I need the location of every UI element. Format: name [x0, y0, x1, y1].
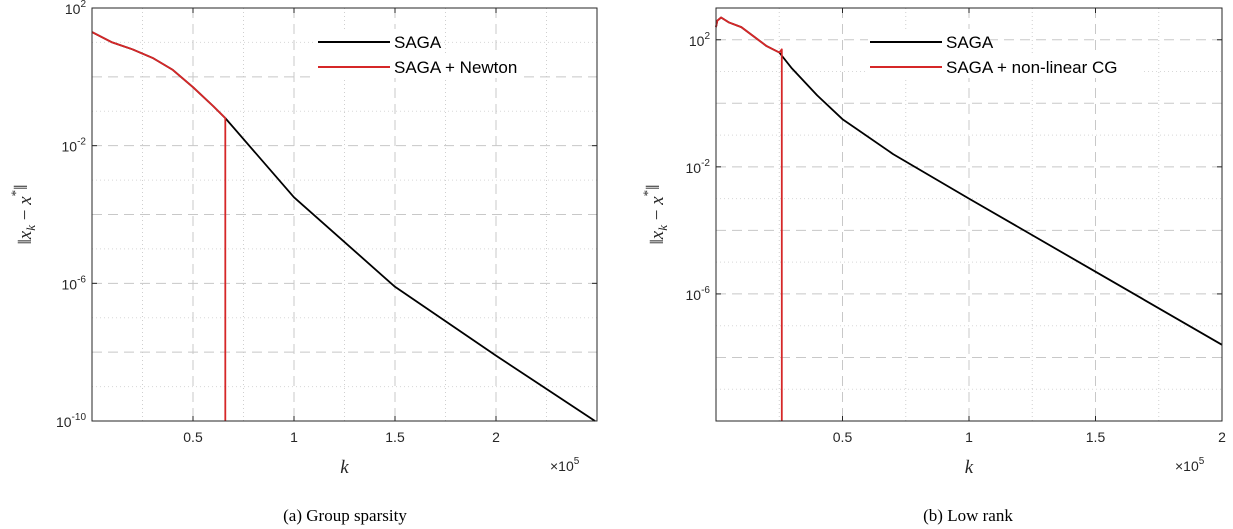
legend-label-1: SAGA	[394, 33, 442, 52]
legend-label-bg	[392, 54, 523, 78]
legend: SAGA SAGA + Newton	[316, 29, 523, 79]
y-tick-label: 10-2	[686, 158, 711, 176]
x-tick-label: 1.5	[385, 429, 405, 445]
y-tick-label: 10-10	[56, 412, 86, 430]
series-line-saga-accelerated	[91, 31, 227, 421]
x-tick-label: 2	[492, 429, 500, 445]
x-tick-label: 0.5	[183, 429, 203, 445]
y-tick-label: 10-2	[62, 137, 87, 155]
x-multiplier: ×105	[550, 456, 580, 474]
y-tick-label: 102	[65, 0, 87, 17]
legend-label-1: SAGA	[946, 33, 994, 52]
x-axis-label: k	[965, 457, 974, 478]
y-axis-label: ‖xk − x*‖	[640, 184, 670, 244]
legend-label-bg	[944, 54, 1142, 78]
chart-caption: (b) Low rank	[923, 506, 1013, 525]
legend-label-bg	[392, 29, 437, 53]
x-tick-label: 1	[965, 429, 973, 445]
x-tick-label: 1	[290, 429, 298, 445]
legend: SAGA SAGA + non-linear CG	[868, 29, 1142, 79]
axes-box	[91, 7, 598, 422]
series-line-saga-accelerated	[715, 16, 783, 421]
x-multiplier: ×105	[1175, 456, 1205, 474]
y-tick-label: 10-6	[686, 285, 711, 303]
legend-label-2: SAGA + non-linear CG	[946, 58, 1118, 77]
legend-label-bg	[944, 29, 989, 53]
x-axis-label: k	[340, 457, 349, 478]
x-tick-label: 0.5	[833, 429, 853, 445]
chart-caption: (a) Group sparsity	[283, 506, 407, 525]
x-tick-label: 1.5	[1086, 429, 1106, 445]
y-tick-label: 102	[689, 31, 711, 49]
x-tick-label: 2	[1218, 429, 1226, 445]
legend-label-2: SAGA + Newton	[394, 58, 517, 77]
y-axis-label: ‖xk − x*‖	[8, 184, 38, 244]
y-tick-label: 10-6	[62, 274, 87, 292]
chart-1: 0.5 1 1.5 2 102 10-2 10-6 10-10 ×105 k ‖xk − x*‖ SA…	[8, 0, 598, 525]
